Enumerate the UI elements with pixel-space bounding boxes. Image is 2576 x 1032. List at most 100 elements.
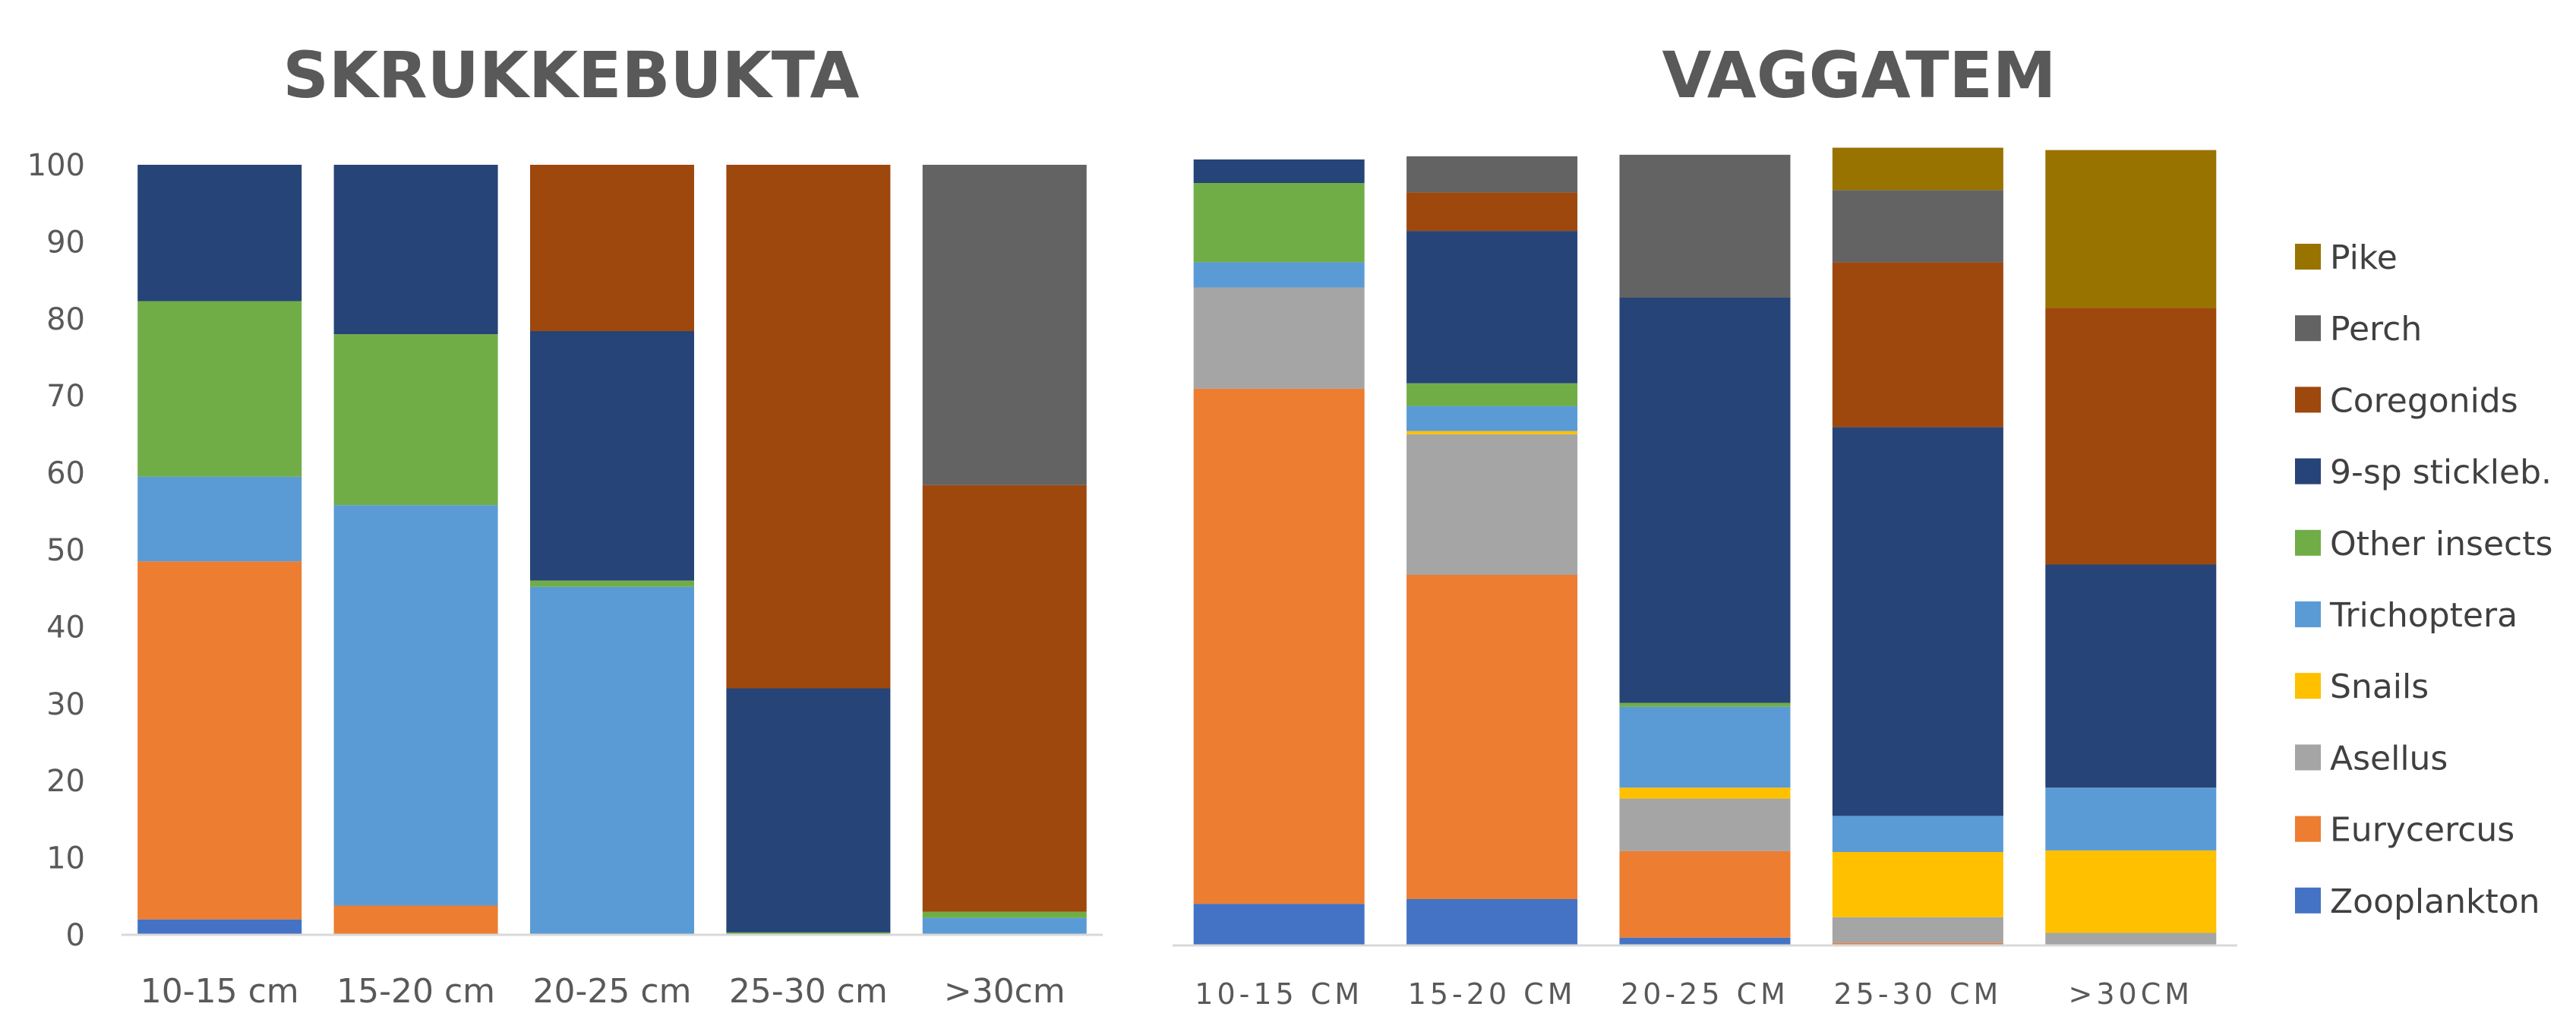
y-tick-label-skrukkebukta-60: 60 xyxy=(46,456,85,491)
legend-swatch-trichoptera xyxy=(2295,601,2321,627)
y-tick-label-skrukkebukta-50: 50 xyxy=(46,533,85,568)
bar-vaggatem-15-20-cm-zooplankton xyxy=(1406,899,1578,945)
legend-label-eurycercus: Eurycercus xyxy=(2330,811,2514,850)
bar-skrukkebukta-30cm-other-insects xyxy=(922,911,1087,918)
bar-skrukkebukta-20-25-cm-other-insects xyxy=(530,580,694,587)
bar-vaggatem-30cm-asellus xyxy=(2045,933,2217,945)
legend-label-asellus: Asellus xyxy=(2330,739,2448,778)
bar-vaggatem-30cm-snails xyxy=(2045,850,2217,933)
bar-vaggatem-25-30-cm-pike xyxy=(1832,147,2003,191)
y-tick-label-skrukkebukta-80: 80 xyxy=(46,302,85,337)
legend: Pike Perch Coregonids 9-sp stickleb. Other i… xyxy=(2295,238,2552,921)
bar-vaggatem-15-20-cm-asellus xyxy=(1406,434,1578,575)
legend-swatch-other-insects xyxy=(2295,529,2321,556)
bar-vaggatem-20-25-cm-other-insects xyxy=(1619,702,1791,707)
y-tick-label-skrukkebukta-20: 20 xyxy=(46,764,85,799)
bar-vaggatem-15-20-cm-trichoptera xyxy=(1406,406,1578,431)
category-label-vaggatem-25-30-cm: 25-30 CM xyxy=(1833,977,2002,1011)
bar-vaggatem-25-30-cm-asellus xyxy=(1832,917,2003,943)
y-tick-label-skrukkebukta-90: 90 xyxy=(46,225,85,260)
bar-vaggatem-20-25-cm-asellus xyxy=(1619,798,1791,851)
bar-vaggatem-25-30-cm-9-sp-stickleb xyxy=(1832,427,2003,816)
y-tick-label-skrukkebukta-40: 40 xyxy=(46,610,85,645)
legend-swatch-snails xyxy=(2295,673,2321,699)
bar-skrukkebukta-20-25-cm-9-sp-stickleb xyxy=(530,331,694,581)
legend-label-perch: Perch xyxy=(2330,310,2422,349)
y-tick-label-skrukkebukta-0: 0 xyxy=(66,918,85,953)
bar-skrukkebukta-10-15-cm-trichoptera xyxy=(137,476,302,562)
category-label-skrukkebukta-25-30-cm: 25-30 cm xyxy=(729,972,888,1011)
bar-vaggatem-30cm-coregonids xyxy=(2045,308,2217,565)
bar-skrukkebukta-30cm-trichoptera xyxy=(922,917,1087,935)
bar-vaggatem-15-20-cm-other-insects xyxy=(1406,383,1578,406)
y-tick-label-skrukkebukta-100: 100 xyxy=(27,148,85,183)
legend-swatch-zooplankton xyxy=(2295,887,2321,914)
legend-swatch-9-sp-stickleb xyxy=(2295,458,2321,484)
category-label-skrukkebukta-20-25-cm: 20-25 cm xyxy=(533,972,692,1011)
legend-swatch-asellus xyxy=(2295,744,2321,771)
bar-skrukkebukta-30cm-coregonids xyxy=(922,484,1087,912)
chart-title-skrukkebukta: SKRUKKEBUKTA xyxy=(283,38,859,112)
legend-label-zooplankton: Zooplankton xyxy=(2330,882,2540,921)
category-label-vaggatem-20-25-cm: 20-25 CM xyxy=(1621,977,1789,1011)
bar-vaggatem-25-30-cm-perch xyxy=(1832,190,2003,263)
legend-swatch-eurycercus xyxy=(2295,816,2321,842)
bar-vaggatem-10-15-cm-9-sp-stickleb xyxy=(1193,159,1365,183)
bar-vaggatem-30cm-pike xyxy=(2045,150,2217,308)
y-tick-label-skrukkebukta-70: 70 xyxy=(46,379,85,414)
bar-vaggatem-30cm-trichoptera xyxy=(2045,787,2217,851)
legend-label-other-insects: Other insects xyxy=(2330,525,2552,563)
y-tick-label-skrukkebukta-10: 10 xyxy=(46,841,85,876)
legend-swatch-perch xyxy=(2295,315,2321,342)
bar-vaggatem-15-20-cm-perch xyxy=(1406,156,1578,193)
category-label-skrukkebukta-10-15-cm: 10-15 cm xyxy=(140,972,299,1011)
bar-vaggatem-20-25-cm-snails xyxy=(1619,787,1791,799)
bar-vaggatem-30cm-9-sp-stickleb xyxy=(2045,564,2217,788)
bar-vaggatem-15-20-cm-snails xyxy=(1406,431,1578,434)
bar-vaggatem-15-20-cm-coregonids xyxy=(1406,192,1578,232)
bar-vaggatem-25-30-cm-snails xyxy=(1832,852,2003,917)
bar-vaggatem-20-25-cm-zooplankton xyxy=(1619,937,1791,945)
legend-label-snails: Snails xyxy=(2330,667,2429,706)
bar-skrukkebukta-10-15-cm-zooplankton xyxy=(137,919,302,935)
bar-skrukkebukta-25-30-cm-9-sp-stickleb xyxy=(726,688,891,933)
bar-vaggatem-10-15-cm-asellus xyxy=(1193,287,1365,389)
bar-skrukkebukta-15-20-cm-9-sp-stickleb xyxy=(333,165,498,335)
legend-label-coregonids: Coregonids xyxy=(2330,381,2518,420)
category-label-skrukkebukta-30cm: >30cm xyxy=(944,972,1065,1011)
chart-title-vaggatem: VAGGATEM xyxy=(1662,38,2057,112)
bar-vaggatem-15-20-cm-eurycercus xyxy=(1406,575,1578,899)
bar-skrukkebukta-15-20-cm-other-insects xyxy=(333,334,498,506)
legend-swatch-pike xyxy=(2295,244,2321,270)
chart-vaggatem: 10-15 CM 15-20 CM 20-25 CM 25-30 CM >30CM xyxy=(1173,147,2237,1011)
category-label-skrukkebukta-15-20-cm: 15-20 cm xyxy=(336,972,495,1011)
category-label-vaggatem-10-15-cm: 10-15 CM xyxy=(1195,977,1363,1011)
bar-vaggatem-15-20-cm-9-sp-stickleb xyxy=(1406,231,1578,383)
legend-swatch-coregonids xyxy=(2295,387,2321,413)
bar-skrukkebukta-20-25-cm-trichoptera xyxy=(530,586,694,935)
legend-label-trichoptera: Trichoptera xyxy=(2329,596,2518,635)
bar-vaggatem-20-25-cm-eurycercus xyxy=(1619,851,1791,938)
legend-label-pike: Pike xyxy=(2330,238,2398,277)
bar-vaggatem-25-30-cm-trichoptera xyxy=(1832,816,2003,852)
bar-vaggatem-10-15-cm-trichoptera xyxy=(1193,262,1365,288)
bar-vaggatem-25-30-cm-eurycercus xyxy=(1832,942,2003,945)
category-label-vaggatem-30cm: >30CM xyxy=(2069,977,2194,1011)
bar-vaggatem-10-15-cm-other-insects xyxy=(1193,183,1365,263)
bar-skrukkebukta-15-20-cm-trichoptera xyxy=(333,505,498,906)
bar-vaggatem-20-25-cm-9-sp-stickleb xyxy=(1619,298,1791,703)
legend-label-9-sp-stickleb: 9-sp stickleb. xyxy=(2330,453,2552,492)
bar-vaggatem-20-25-cm-perch xyxy=(1619,154,1791,298)
bar-skrukkebukta-25-30-cm-coregonids xyxy=(726,165,891,689)
bar-vaggatem-10-15-cm-zooplankton xyxy=(1193,904,1365,945)
category-label-vaggatem-15-20-cm: 15-20 CM xyxy=(1408,977,1577,1011)
bar-skrukkebukta-30cm-perch xyxy=(922,165,1087,485)
bar-skrukkebukta-10-15-cm-other-insects xyxy=(137,301,302,477)
bar-vaggatem-10-15-cm-eurycercus xyxy=(1193,388,1365,904)
bar-skrukkebukta-10-15-cm-eurycercus xyxy=(137,561,302,920)
chart-skrukkebukta: 10-15 cm 15-20 cm 20-25 cm 25-30 cm >30cm 0 10… xyxy=(27,148,1103,1011)
bar-skrukkebukta-20-25-cm-coregonids xyxy=(530,165,694,331)
bar-vaggatem-25-30-cm-coregonids xyxy=(1832,262,2003,428)
bar-vaggatem-20-25-cm-trichoptera xyxy=(1619,706,1791,788)
